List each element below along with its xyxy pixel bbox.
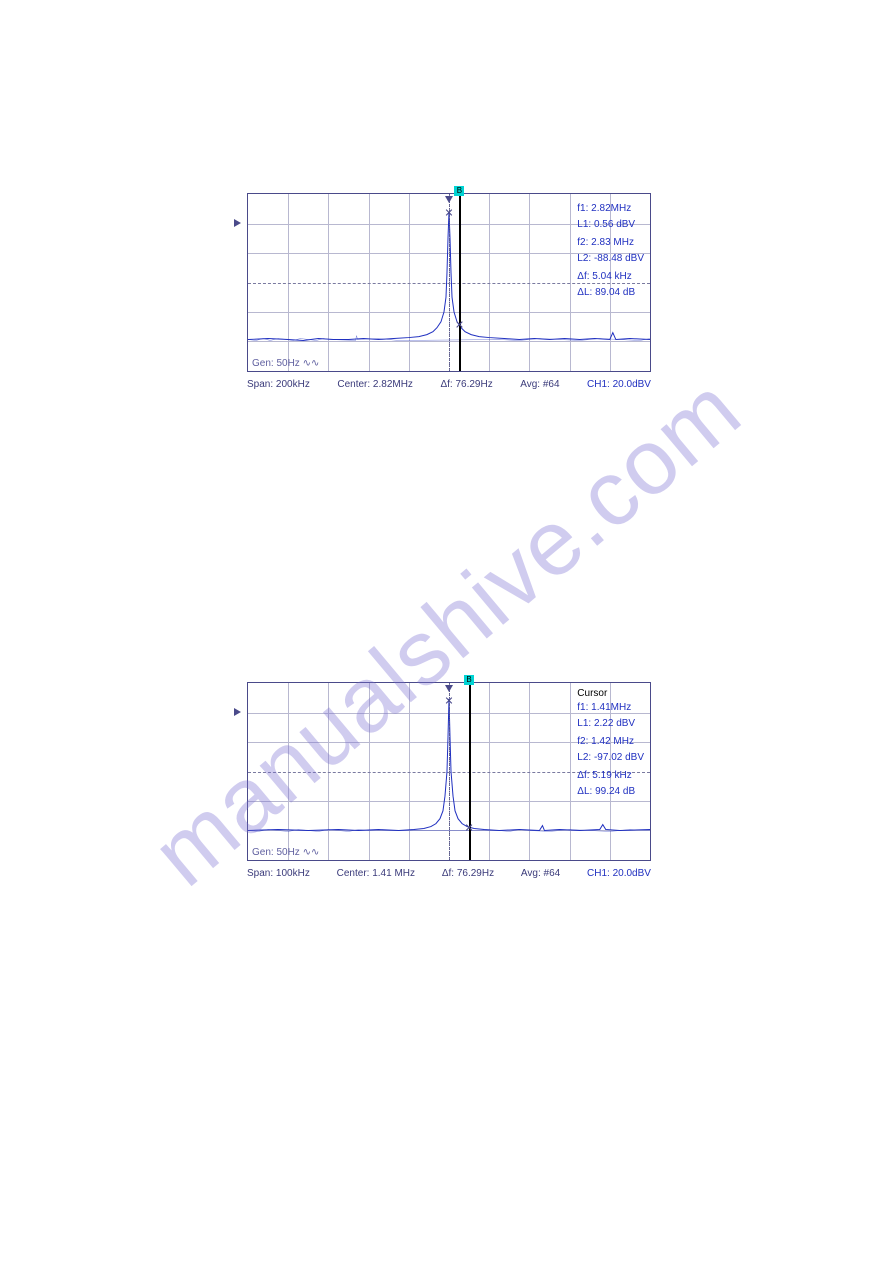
side-arrow-icon xyxy=(234,708,241,716)
readout-df: Δf: 5.04 kHz xyxy=(577,270,644,284)
footer-ch: CH1: 20.0dBV xyxy=(587,379,651,390)
readout-f2: f2: 2.83 MHz xyxy=(577,236,644,250)
plot-area-2: B ✕ ✕ Cursor f1: 1.41MHz L1: 2.22 dBV f2… xyxy=(247,682,651,861)
footer-row-1: Span: 200kHz Center: 2.82MHz Δf: 76.29Hz… xyxy=(247,376,651,392)
readout-dL: ΔL: 89.04 dB xyxy=(577,286,644,300)
arrow-down-icon xyxy=(445,196,453,203)
footer-span: Span: 100kHz xyxy=(247,868,310,879)
footer-ch: CH1: 20.0dBV xyxy=(587,868,651,879)
readout-f2: f2: 1.42 MHz xyxy=(577,735,644,749)
floor-marker-icon: ✕ xyxy=(455,318,464,331)
plot-area-1: B ✕ ✕ f1: 2.82MHz L1: 0.56 dBV f2: 2.83 … xyxy=(247,193,651,372)
footer-span: Span: 200kHz xyxy=(247,379,310,390)
footer-avg: Avg: #64 xyxy=(520,379,559,390)
footer-df: Δf: 76.29Hz xyxy=(442,868,494,879)
gen-label-1: Gen: 50Hz ∿∿ xyxy=(252,358,319,369)
peak-marker-icon: ✕ xyxy=(444,694,453,707)
floor-marker-icon: ✕ xyxy=(464,822,473,835)
peak-marker-icon: ✕ xyxy=(444,207,453,220)
readout-f1: f1: 2.82MHz xyxy=(577,202,644,216)
readout-L2: L2: -97.02 dBV xyxy=(577,751,644,765)
top-marker-b-1: B xyxy=(454,186,464,196)
top-marker-b-2: B xyxy=(464,675,474,685)
footer-row-2: Span: 100kHz Center: 1.41 MHz Δf: 76.29H… xyxy=(247,865,651,881)
footer-center: Center: 2.82MHz xyxy=(337,379,413,390)
footer-avg: Avg: #64 xyxy=(521,868,560,879)
footer-center: Center: 1.41 MHz xyxy=(337,868,415,879)
cursor-readout-1: f1: 2.82MHz L1: 0.56 dBV f2: 2.83 MHz L2… xyxy=(577,202,644,302)
cursor-solid-1 xyxy=(459,194,461,371)
readout-L1: L1: 2.22 dBV xyxy=(577,717,644,731)
readout-f1: f1: 1.41MHz xyxy=(577,701,644,715)
readout-L1: L1: 0.56 dBV xyxy=(577,218,644,232)
cursor-dotted-1 xyxy=(449,194,450,371)
footer-df: Δf: 76.29Hz xyxy=(440,379,492,390)
spectrum-chart-1: B ✕ ✕ f1: 2.82MHz L1: 0.56 dBV f2: 2.83 … xyxy=(239,187,659,392)
cursor-readout-2: Cursor f1: 1.41MHz L1: 2.22 dBV f2: 1.42… xyxy=(577,687,644,801)
side-arrow-icon xyxy=(234,219,241,227)
readout-df: Δf: 5.19 kHz xyxy=(577,769,644,783)
arrow-down-icon xyxy=(445,685,453,692)
spectrum-chart-2: B ✕ ✕ Cursor f1: 1.41MHz L1: 2.22 dBV f2… xyxy=(239,676,659,881)
readout-L2: L2: -88.48 dBV xyxy=(577,252,644,266)
readout-dL: ΔL: 99.24 dB xyxy=(577,785,644,799)
readout-header: Cursor xyxy=(577,687,644,701)
gen-label-2: Gen: 50Hz ∿∿ xyxy=(252,847,319,858)
cursor-dotted-2 xyxy=(449,683,450,860)
